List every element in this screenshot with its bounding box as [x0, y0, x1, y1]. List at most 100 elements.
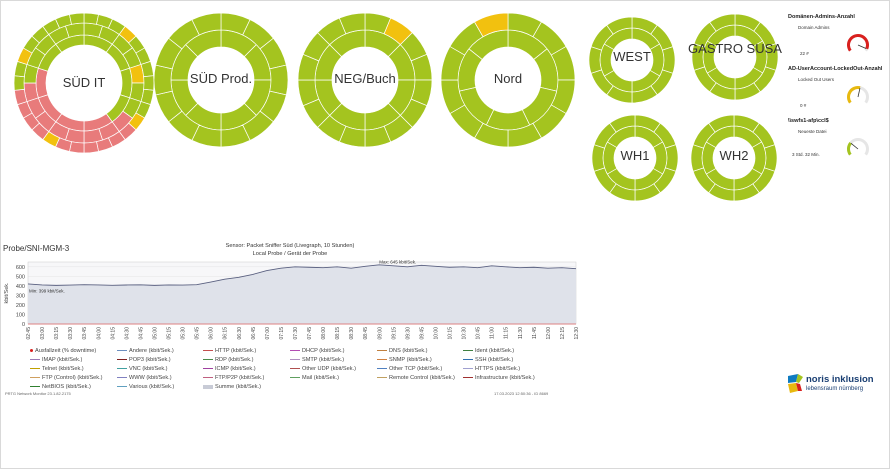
legend-item[interactable]: IMAP (kbit/Sek.) [30, 357, 82, 363]
legend-label: HTTPS (kbit/Sek.) [475, 366, 521, 372]
legend-item[interactable]: SSH (kbit/Sek.) [463, 357, 513, 363]
legend-item[interactable]: FTP/P2P (kbit/Sek.) [203, 375, 264, 381]
legend-item[interactable]: Various (kbit/Sek.) [117, 384, 174, 390]
x-tick-label: 12:00 [546, 327, 552, 340]
sunburst-segment[interactable] [119, 67, 133, 99]
legend-item[interactable]: Andere (kbit/Sek.) [117, 348, 174, 354]
x-tick-label: 05:15 [167, 327, 173, 340]
x-tick-label: 02:45 [26, 327, 32, 340]
legend-swatch [30, 386, 40, 388]
legend-item[interactable]: VNC (kbit/Sek.) [117, 366, 168, 372]
legend-swatch [30, 377, 40, 379]
legend-item[interactable]: HTTP (kbit/Sek.) [203, 348, 256, 354]
legend-swatch [117, 377, 127, 379]
sunburst-segment[interactable] [591, 144, 606, 172]
sunburst-gastro-susa[interactable] [691, 13, 779, 101]
legend-item[interactable]: NetBIOS (kbit/Sek.) [30, 384, 91, 390]
sunburst-segment[interactable] [83, 141, 99, 154]
y-tick-label: 600 [16, 265, 25, 271]
legend-item[interactable]: HTTPS (kbit/Sek.) [463, 366, 520, 372]
sunburst-segment[interactable] [588, 46, 603, 74]
y-tick-label: 500 [16, 274, 25, 280]
legend-swatch [290, 350, 300, 352]
x-tick-label: 08:15 [335, 327, 341, 340]
legend-item[interactable]: Other TCP (kbit/Sek.) [377, 366, 442, 372]
legend-swatch [203, 377, 213, 379]
legend-label: POP3 (kbit/Sek.) [129, 357, 171, 363]
sunburst-segment[interactable] [609, 114, 636, 133]
legend-label: WWW (kbit/Sek.) [129, 375, 172, 381]
x-tick-label: 09:15 [391, 327, 397, 340]
sunburst-segment[interactable] [474, 12, 509, 38]
sunburst-nord[interactable] [440, 12, 576, 148]
legend-item[interactable]: SNMP (kbit/Sek.) [377, 357, 432, 363]
legend-item[interactable]: Remote Control (kbit/Sek.) [377, 375, 455, 381]
legend-swatch [290, 377, 300, 379]
gauge-track [847, 138, 869, 156]
legend-item[interactable]: Infrastructure (kbit/Sek.) [463, 375, 535, 381]
sunburst-segment[interactable] [83, 12, 99, 25]
legend-item[interactable]: DNS (kbit/Sek.) [377, 348, 428, 354]
sunburst-segment[interactable] [664, 144, 679, 172]
legend-item[interactable]: Summe (kbit/Sek.) [203, 384, 261, 390]
sunburst-segment[interactable] [661, 46, 676, 74]
gauge-domain-admins[interactable]: Domänen-Admins-Anzahl Domain Admins 22 # [788, 14, 869, 56]
legend-item[interactable]: Other UDP (kbit/Sek.) [290, 366, 356, 372]
sunburst-west[interactable] [588, 16, 676, 104]
sunburst-sued-it[interactable] [13, 12, 155, 154]
sunburst-segment[interactable] [153, 64, 173, 96]
logo-mark-icon [788, 374, 803, 393]
legend-swatch [30, 349, 33, 353]
sunburst-segment[interactable] [485, 109, 531, 131]
gauge-fill [847, 34, 869, 52]
legend-swatch [290, 359, 300, 361]
sunburst-segment[interactable] [69, 12, 85, 25]
legend-swatch [377, 350, 387, 352]
legend-item[interactable]: RDP (kbit/Sek.) [203, 357, 253, 363]
sunburst-segment[interactable] [709, 13, 736, 32]
sunburst-segment[interactable] [269, 64, 289, 96]
legend-label: HTTP (kbit/Sek.) [215, 348, 257, 354]
sunburst-segment[interactable] [606, 16, 633, 35]
min-annotation: Min: 399 kbit/Sek. [29, 289, 65, 294]
legend-swatch [290, 368, 300, 370]
gauge-dial [847, 86, 869, 104]
legend-label: Various (kbit/Sek.) [129, 384, 175, 390]
gauge-newest-file[interactable]: \\swfs1-afp\ccl$ Neueste Datei 3 Std. 32… [788, 118, 869, 157]
sunburst-segment[interactable] [35, 67, 49, 99]
legend-item[interactable]: POP3 (kbit/Sek.) [117, 357, 171, 363]
sunburst-segment[interactable] [69, 141, 85, 154]
legend-item[interactable]: Telnet (kbit/Sek.) [30, 366, 84, 372]
legend-item[interactable]: Mail (kbit/Sek.) [290, 375, 339, 381]
sunburst-wh1[interactable] [591, 114, 679, 202]
sunburst-segment[interactable] [708, 114, 735, 133]
gauge-lockedout-users[interactable]: AD-UserAccount-LockedOut-Anzahl Locked O… [788, 66, 882, 108]
sunburst-segment[interactable] [690, 144, 705, 172]
sunburst-segment[interactable] [13, 75, 25, 91]
sunburst-segment[interactable] [143, 75, 155, 91]
legend-item[interactable]: Ident (kbit/Sek.) [463, 348, 514, 354]
legend-label: Remote Control (kbit/Sek.) [389, 375, 455, 381]
legend-item[interactable]: ICMP (kbit/Sek.) [203, 366, 256, 372]
legend-label: Summe (kbit/Sek.) [215, 384, 262, 390]
sunburst-segment[interactable] [338, 12, 366, 35]
traffic-chart[interactable]: 0 100 200 300 400 500 600 kbit/Sek. Max: 645 kbi… [0, 258, 585, 348]
legend-item[interactable]: DHCP (kbit/Sek.) [290, 348, 344, 354]
sunburst-segment[interactable] [191, 12, 222, 36]
legend-item[interactable]: FTP (Control) (kbit/Sek.) [30, 375, 103, 381]
x-tick-label: 06:00 [209, 327, 215, 340]
legend-item[interactable]: SMTP (kbit/Sek.) [290, 357, 344, 363]
series-line-summe [27, 264, 577, 286]
x-tick-label: 07:15 [279, 327, 285, 340]
sunburst-segment[interactable] [763, 144, 778, 172]
legend-label: SMTP (kbit/Sek.) [302, 357, 345, 363]
x-tick-label: 07:30 [293, 327, 299, 340]
sunburst-wh2[interactable] [690, 114, 778, 202]
legend-item[interactable]: WWW (kbit/Sek.) [117, 375, 172, 381]
x-tick-label: 11:45 [532, 327, 538, 339]
sunburst-sued-prod[interactable] [153, 12, 289, 148]
sunburst-neg-buch[interactable] [297, 12, 433, 148]
x-tick-label: 10:00 [433, 327, 439, 340]
legend-label: Ident (kbit/Sek.) [475, 348, 515, 354]
legend-item[interactable]: Ausfallzeit (% downtime) [30, 348, 96, 354]
